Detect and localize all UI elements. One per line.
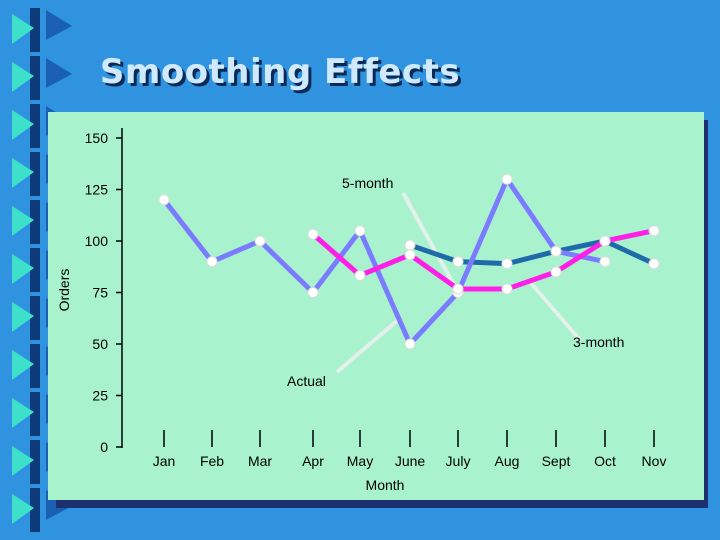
- strip-triangle: [46, 10, 72, 40]
- strip-bar: [30, 200, 40, 244]
- chart-series: [158, 173, 660, 350]
- strip-bar: [30, 56, 40, 100]
- data-point-actual: [354, 225, 366, 237]
- strip-triangle: [12, 494, 34, 524]
- strip-triangle: [12, 302, 34, 332]
- series-line-3-month: [310, 228, 657, 292]
- y-tick-label: 0: [100, 439, 108, 455]
- strip-bar: [30, 104, 40, 148]
- y-axis-label: Orders: [56, 269, 72, 312]
- data-point-3-month: [307, 228, 319, 240]
- x-tick-label: Nov: [642, 453, 667, 469]
- x-tick-label: June: [395, 453, 426, 469]
- data-point-actual: [599, 256, 611, 268]
- x-tick-label: July: [446, 453, 471, 469]
- annotation-leader-3-month: [528, 280, 582, 342]
- data-point-5-month: [452, 256, 464, 268]
- x-tick-label: Mar: [248, 453, 272, 469]
- strip-triangle: [12, 254, 34, 284]
- strip-bar: [30, 152, 40, 196]
- data-point-actual: [307, 287, 319, 298]
- data-point-5-month: [501, 258, 513, 270]
- data-point-actual: [404, 338, 416, 350]
- strip-triangle: [12, 206, 34, 236]
- data-point-actual: [158, 194, 170, 206]
- strip-bar: [30, 248, 40, 292]
- data-point-3-month: [599, 235, 611, 247]
- data-point-actual: [550, 245, 562, 257]
- x-tick-label: May: [347, 453, 373, 469]
- x-tick-label: Jan: [153, 453, 176, 469]
- y-tick-label: 25: [92, 388, 108, 404]
- data-point-5-month: [404, 239, 416, 251]
- strip-triangle: [12, 398, 34, 428]
- chart-axes: [116, 128, 655, 448]
- chart-panel: [48, 112, 704, 500]
- x-tick-label: Aug: [495, 453, 520, 469]
- strip-bar: [30, 344, 40, 388]
- data-point-3-month: [501, 283, 513, 295]
- strip-triangle: [46, 58, 72, 88]
- data-point-3-month: [452, 283, 464, 295]
- strip-triangle: [12, 350, 34, 380]
- data-point-5-month: [648, 258, 660, 270]
- annotation-leader-actual: [335, 318, 400, 374]
- annotation-5-month: 5-month: [342, 175, 393, 191]
- strip-bar: [30, 8, 40, 52]
- data-point-3-month: [354, 269, 366, 281]
- strip-bar: [30, 296, 40, 340]
- strip-triangle: [12, 14, 34, 44]
- series-line-actual: [161, 176, 608, 347]
- x-tick-label: Feb: [200, 453, 224, 469]
- annotation-3-month: 3-month: [573, 334, 624, 350]
- x-tick-label: Sept: [542, 453, 571, 469]
- strip-triangle: [12, 110, 34, 140]
- y-tick-label: 50: [92, 336, 108, 352]
- chart-labels: 0 25 50 75 100 125 150 Jan Feb Mar Apr May June July A…: [56, 130, 666, 493]
- data-point-actual: [254, 235, 266, 247]
- y-tick-label: 75: [92, 285, 108, 301]
- x-tick-label: Oct: [594, 453, 616, 469]
- annotation-lines: [335, 192, 582, 374]
- strip-bar: [30, 392, 40, 436]
- y-tick-label: 125: [85, 182, 109, 198]
- x-tick-label: Apr: [302, 453, 324, 469]
- data-point-3-month: [648, 225, 660, 237]
- data-point-3-month: [404, 249, 416, 261]
- x-axis-label: Month: [366, 477, 405, 493]
- y-tick-label: 100: [85, 233, 109, 249]
- strip-triangle: [12, 62, 34, 92]
- annotation-actual: Actual: [287, 373, 326, 389]
- data-point-3-month: [550, 266, 562, 278]
- strip-bar: [30, 440, 40, 484]
- strip-triangle: [12, 158, 34, 188]
- data-point-actual: [501, 173, 513, 185]
- strip-triangle: [12, 446, 34, 476]
- series-line-5-month: [407, 238, 657, 267]
- data-point-actual: [206, 256, 218, 268]
- annotation-leader-5-month: [401, 192, 460, 293]
- y-tick-label: 150: [85, 130, 109, 146]
- slide-title: Smoothing Effects: [99, 52, 461, 92]
- strip-bar: [30, 488, 40, 532]
